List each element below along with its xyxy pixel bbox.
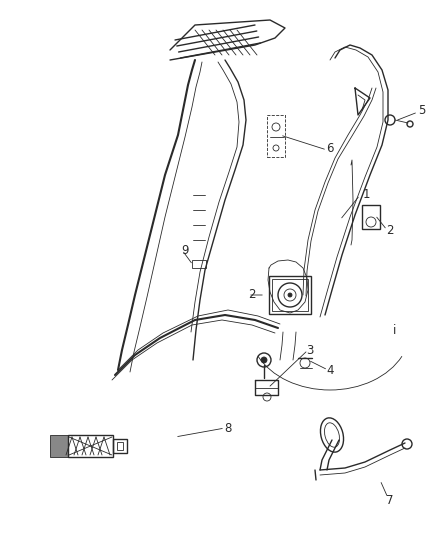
Circle shape: [261, 357, 267, 363]
Text: i: i: [393, 324, 397, 336]
Text: 4: 4: [326, 364, 334, 376]
Bar: [272, 279, 308, 311]
Text: 7: 7: [386, 494, 394, 506]
Circle shape: [288, 293, 292, 297]
Bar: [68, 435, 113, 457]
Text: 3: 3: [306, 343, 314, 357]
Text: 6: 6: [326, 141, 334, 155]
Text: 2: 2: [386, 223, 394, 237]
Text: 9: 9: [181, 244, 189, 256]
Text: 1: 1: [362, 189, 370, 201]
Bar: [113, 439, 127, 453]
Bar: [362, 205, 380, 229]
Bar: [192, 260, 206, 268]
Text: 8: 8: [224, 422, 232, 434]
Text: 2: 2: [248, 288, 256, 302]
Bar: [269, 276, 311, 314]
Bar: [267, 115, 285, 157]
Text: 5: 5: [418, 103, 426, 117]
Bar: [117, 442, 123, 450]
Bar: [50, 435, 68, 457]
